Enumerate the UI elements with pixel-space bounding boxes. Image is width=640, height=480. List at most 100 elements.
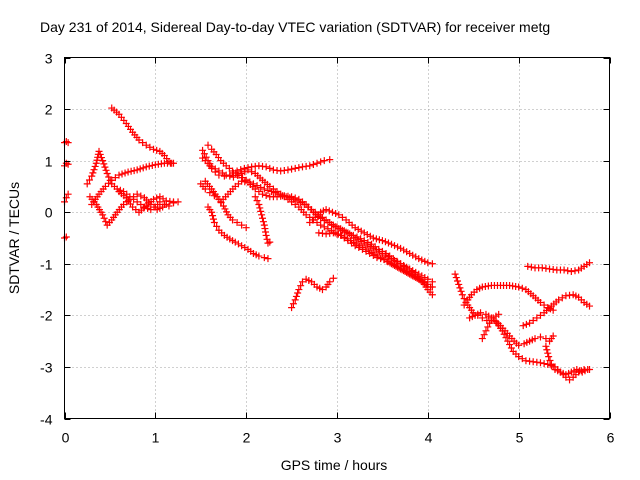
series-t0d: [61, 233, 70, 242]
series-arcI: [201, 177, 436, 299]
data-point: [208, 164, 216, 172]
data-point: [83, 180, 91, 188]
data-point: [239, 174, 247, 182]
data-point: [478, 335, 486, 343]
y-tick-label: -3: [40, 360, 53, 376]
data-point: [91, 162, 99, 170]
data-point: [335, 211, 343, 219]
data-point: [295, 286, 303, 294]
data-point: [382, 249, 390, 257]
data-point: [215, 171, 223, 179]
series-arcJ: [197, 180, 250, 232]
data-point: [309, 161, 317, 169]
data-point: [558, 294, 566, 302]
data-point: [386, 252, 394, 260]
data-point: [159, 203, 167, 211]
data-point: [544, 349, 552, 357]
data-point: [452, 274, 460, 282]
data-point: [139, 164, 147, 172]
series-arcN: [306, 206, 436, 268]
data-point: [62, 138, 70, 146]
x-tick-label: 0: [62, 430, 70, 446]
series-arcL: [251, 193, 274, 247]
data-point: [264, 187, 272, 195]
data-point: [391, 242, 399, 250]
data-point: [360, 229, 368, 237]
data-point: [546, 356, 554, 364]
data-point: [206, 189, 214, 197]
data-point: [271, 189, 279, 197]
data-point: [240, 164, 248, 172]
data-point: [233, 167, 241, 175]
data-point: [397, 244, 405, 252]
chart-title: Day 231 of 2014, Sidereal Day-to-day VTE…: [40, 19, 550, 35]
data-point: [325, 207, 333, 215]
data-point: [545, 353, 553, 361]
data-point: [403, 268, 411, 276]
data-point: [533, 314, 541, 322]
data-point: [288, 165, 296, 173]
data-point: [258, 211, 266, 219]
data-point: [326, 278, 334, 286]
data-point: [415, 255, 423, 263]
data-point: [260, 221, 268, 229]
data-point: [457, 287, 465, 295]
data-point: [477, 309, 485, 317]
data-point: [484, 323, 492, 331]
data-point: [424, 280, 432, 288]
data-point: [418, 256, 426, 264]
data-point: [253, 197, 261, 205]
data-point: [421, 257, 429, 265]
data-point: [412, 253, 420, 261]
data-point: [64, 190, 72, 198]
data-point: [348, 239, 356, 247]
y-tick-label: 1: [45, 154, 53, 170]
x-tick-label: 6: [607, 430, 615, 446]
data-point: [90, 166, 98, 174]
data-point: [566, 376, 574, 384]
data-point: [291, 164, 299, 172]
data-point: [358, 245, 366, 253]
data-point: [388, 260, 395, 268]
data-point: [555, 296, 563, 304]
data-point: [264, 239, 272, 247]
data-point: [118, 170, 126, 178]
data-point: [428, 283, 436, 291]
data-point: [105, 179, 113, 187]
data-point: [99, 211, 107, 219]
x-tick-label: 1: [152, 430, 160, 446]
data-point: [130, 193, 138, 201]
data-point: [255, 200, 263, 208]
data-point: [126, 195, 134, 203]
data-point: [355, 244, 363, 252]
data-point: [199, 146, 207, 154]
data-point: [209, 215, 217, 223]
data-point: [317, 214, 325, 222]
data-point: [388, 240, 395, 248]
data-point: [233, 219, 241, 227]
data-point: [262, 231, 270, 239]
data-point: [351, 242, 359, 250]
data-point: [251, 193, 259, 201]
data-point: [354, 225, 362, 233]
data-point: [451, 270, 459, 278]
series-arcU: [519, 291, 594, 330]
data-point: [292, 292, 300, 300]
data-point: [337, 231, 345, 239]
data-point: [362, 247, 370, 255]
data-point: [95, 147, 103, 155]
data-point: [384, 258, 392, 266]
data-point: [262, 228, 270, 236]
data-point: [378, 237, 386, 245]
y-tick-label: 2: [45, 102, 53, 118]
data-point: [148, 161, 156, 169]
data-point: [400, 267, 408, 275]
data-point: [478, 314, 486, 322]
data-point: [332, 210, 340, 218]
series-arcD: [88, 159, 177, 208]
data-point: [105, 173, 113, 181]
data-point: [137, 192, 145, 200]
y-tick-label: 3: [45, 51, 53, 67]
data-point: [357, 227, 365, 235]
data-point: [519, 322, 527, 330]
